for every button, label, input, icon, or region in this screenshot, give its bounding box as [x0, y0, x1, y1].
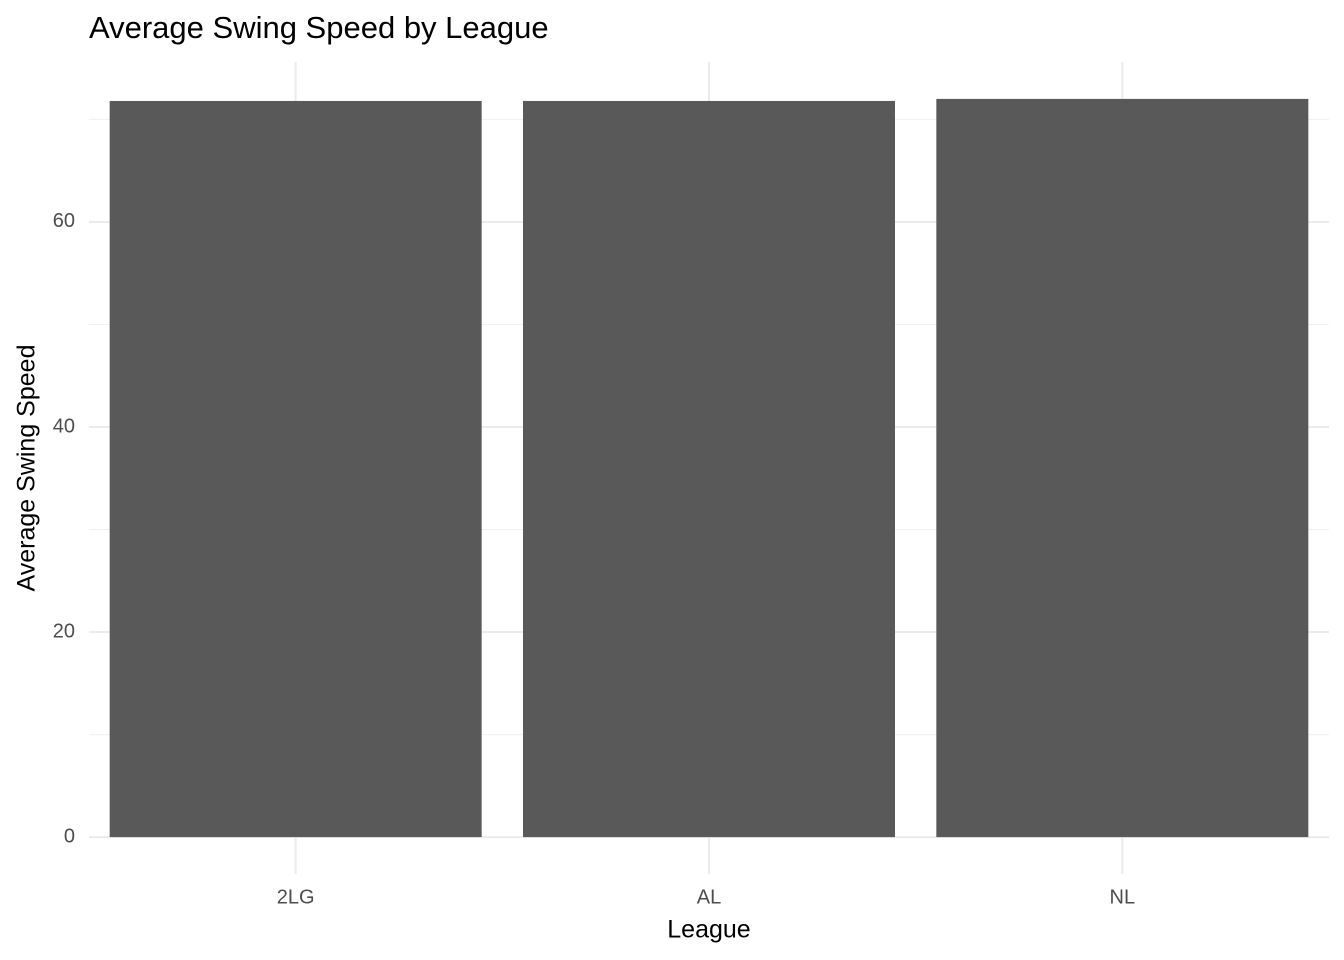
y-tick-label: 0 — [64, 825, 75, 847]
y-tick-label: 20 — [53, 620, 75, 642]
bar — [109, 100, 482, 838]
bar — [523, 100, 895, 838]
x-tick-label: 2LG — [277, 886, 315, 908]
chart-title: Average Swing Speed by League — [89, 10, 549, 45]
y-tick-label: 40 — [53, 415, 75, 437]
y-axis-title: Average Swing Speed — [13, 345, 41, 592]
x-tick-label: NL — [1110, 886, 1136, 908]
y-tick-label: 60 — [53, 210, 75, 232]
bar — [936, 98, 1309, 838]
x-tick-label: AL — [697, 886, 721, 908]
x-axis-title: League — [667, 916, 750, 944]
